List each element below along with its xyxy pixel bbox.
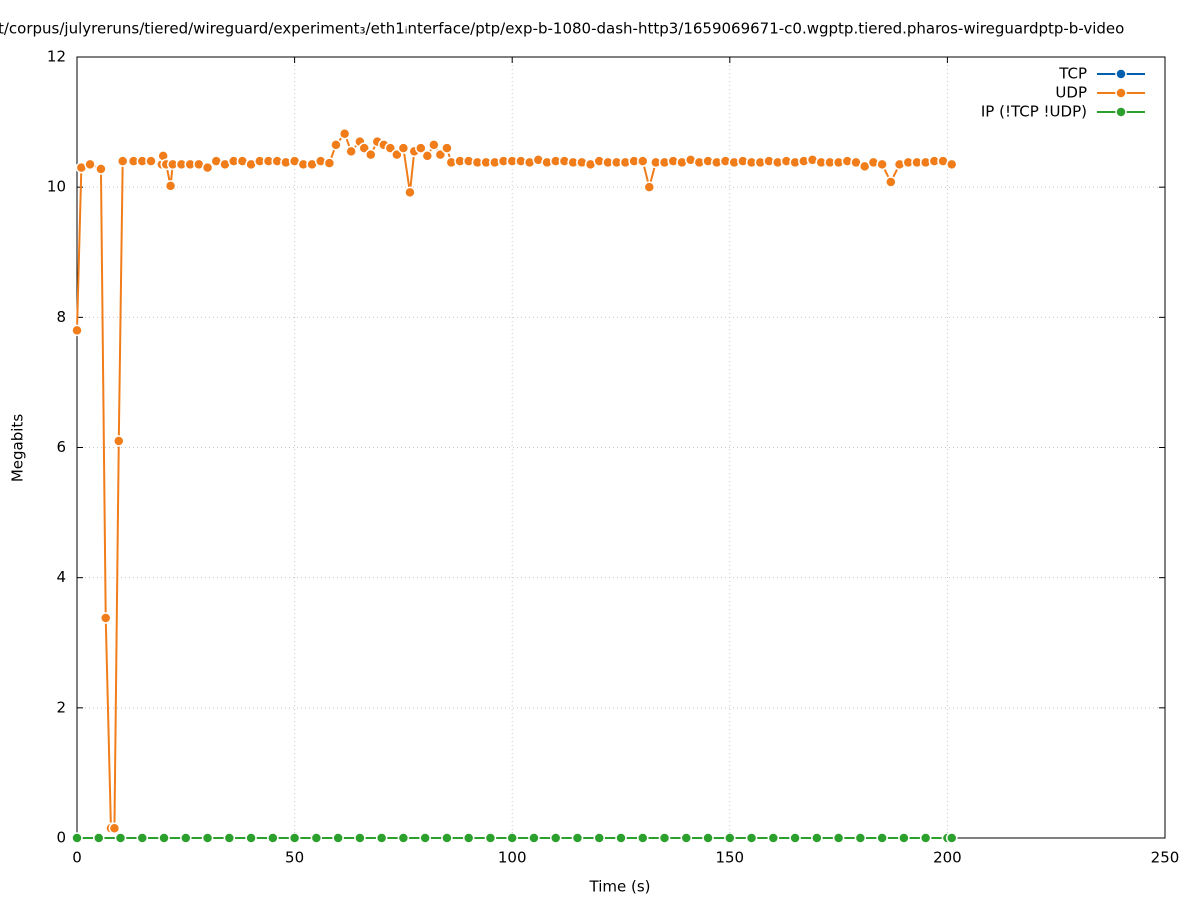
y-tick-label: 8 [56, 308, 66, 326]
data-point [116, 155, 129, 167]
x-tick-label: 200 [933, 849, 962, 867]
data-point [876, 832, 888, 844]
x-tick-label: 250 [1151, 849, 1180, 867]
y-axis-label: Megabits [9, 414, 27, 482]
data-point [811, 832, 823, 844]
data-point [201, 832, 214, 844]
series-line [76, 131, 953, 830]
data-point [330, 139, 342, 151]
y-tick-label: 6 [56, 438, 66, 456]
data-point [571, 832, 584, 844]
data-point [615, 832, 627, 844]
data-point [415, 142, 427, 154]
y-tick-label: 10 [47, 178, 66, 196]
data-point [724, 832, 736, 844]
legend-marker [1115, 87, 1127, 99]
data-point [419, 832, 431, 844]
data-point [354, 832, 366, 844]
data-point [854, 832, 867, 844]
data-point [898, 832, 910, 844]
data-point [323, 157, 336, 169]
data-point [767, 832, 780, 844]
legend-label: IP (!TCP !UDP) [981, 103, 1087, 121]
legend-marker [1115, 106, 1127, 118]
data-point [832, 832, 845, 844]
data-point [658, 832, 671, 844]
data-point [441, 832, 453, 844]
data-point [789, 832, 801, 844]
data-point [113, 435, 125, 447]
data-point [95, 163, 107, 175]
data-point [114, 832, 127, 844]
data-point [136, 832, 149, 844]
data-point [702, 832, 714, 844]
data-point [397, 142, 410, 154]
data-point [223, 832, 236, 844]
data-point [375, 832, 388, 844]
data-point [288, 832, 301, 844]
y-tick-label: 4 [56, 568, 66, 586]
data-point [946, 832, 958, 844]
data-point [876, 158, 888, 171]
x-tick-label: 50 [285, 849, 304, 867]
data-point [528, 832, 540, 844]
data-point [180, 832, 192, 844]
data-point [158, 832, 170, 844]
data-point [919, 832, 932, 844]
data-point [201, 161, 214, 174]
data-point [71, 324, 83, 337]
data-point [332, 832, 344, 844]
data-point [946, 158, 958, 171]
data-point [71, 832, 83, 844]
data-point [428, 139, 440, 151]
data-point [680, 832, 693, 844]
data-point [84, 158, 96, 171]
x-tick-label: 150 [715, 849, 744, 867]
data-point [345, 145, 357, 158]
y-tick-label: 12 [47, 48, 66, 66]
data-point [643, 181, 656, 193]
data-point [99, 612, 112, 624]
data-point [245, 832, 257, 844]
data-point [108, 822, 121, 834]
data-point [745, 832, 758, 844]
data-point [145, 155, 157, 167]
data-point [164, 180, 177, 192]
data-point [421, 150, 434, 162]
data-point [310, 832, 323, 844]
data-point [484, 832, 497, 844]
legend-label: UDP [1055, 84, 1087, 102]
data-point [93, 832, 105, 844]
data-point [404, 186, 416, 199]
data-point [637, 832, 649, 844]
data-point [506, 832, 518, 844]
data-point [885, 176, 897, 188]
x-tick-label: 100 [498, 849, 527, 867]
legend-marker [1115, 68, 1127, 80]
x-axis-label: Time (s) [589, 878, 651, 896]
data-point [462, 832, 475, 844]
data-point [441, 142, 453, 154]
y-tick-label: 2 [56, 698, 66, 716]
y-tick-label: 0 [56, 829, 66, 847]
data-point [549, 832, 562, 844]
data-point [397, 832, 410, 844]
chart-title: t/corpus/julyreruns/tiered/wireguard/exp… [0, 20, 1124, 38]
data-point [338, 128, 351, 140]
data-point [267, 832, 279, 844]
data-point [593, 832, 605, 844]
x-tick-label: 0 [72, 849, 82, 867]
data-point [637, 155, 649, 167]
legend-label: TCP [1058, 65, 1087, 83]
data-point [365, 148, 377, 161]
